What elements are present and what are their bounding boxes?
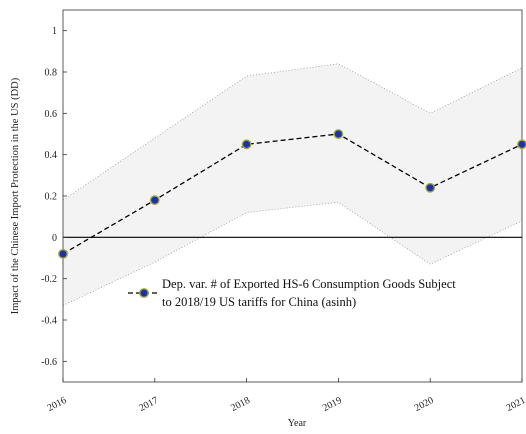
data-point <box>58 248 68 259</box>
y-tick-label: 1 <box>52 26 57 37</box>
legend-marker <box>139 288 149 298</box>
y-tick-label: 0.2 <box>45 192 58 203</box>
x-tick-label: 2019 <box>321 395 344 414</box>
y-tick-label: -0.6 <box>41 357 57 368</box>
data-point <box>425 182 436 193</box>
y-tick-label: 0 <box>52 233 57 244</box>
x-axis-label: Year <box>288 418 307 429</box>
data-point <box>241 139 252 150</box>
data-point <box>333 129 344 139</box>
confidence-band <box>63 63 522 306</box>
x-tick-label: 2016 <box>46 395 69 414</box>
y-tick-label: 0.4 <box>45 150 58 161</box>
data-point <box>149 195 160 206</box>
y-tick-label: 0.8 <box>45 68 58 79</box>
series-line <box>62 133 523 255</box>
x-tick-label: 2017 <box>137 395 160 414</box>
y-tick-label: 0.6 <box>45 109 58 120</box>
data-point <box>517 139 526 150</box>
x-tick-label: 2018 <box>229 395 252 414</box>
x-tick-label: 2020 <box>413 395 436 414</box>
legend-label: Dep. var. # of Exported HS-6 Consumption… <box>162 277 456 309</box>
y-axis-label: Impact of the Chinese Import Protection … <box>10 77 21 314</box>
y-tick-label: -0.4 <box>41 316 57 327</box>
ci-upper <box>62 63 523 201</box>
y-tick-label: -0.2 <box>41 274 57 285</box>
ci-lower <box>62 201 523 306</box>
x-tick-label: 2021 <box>505 395 526 414</box>
